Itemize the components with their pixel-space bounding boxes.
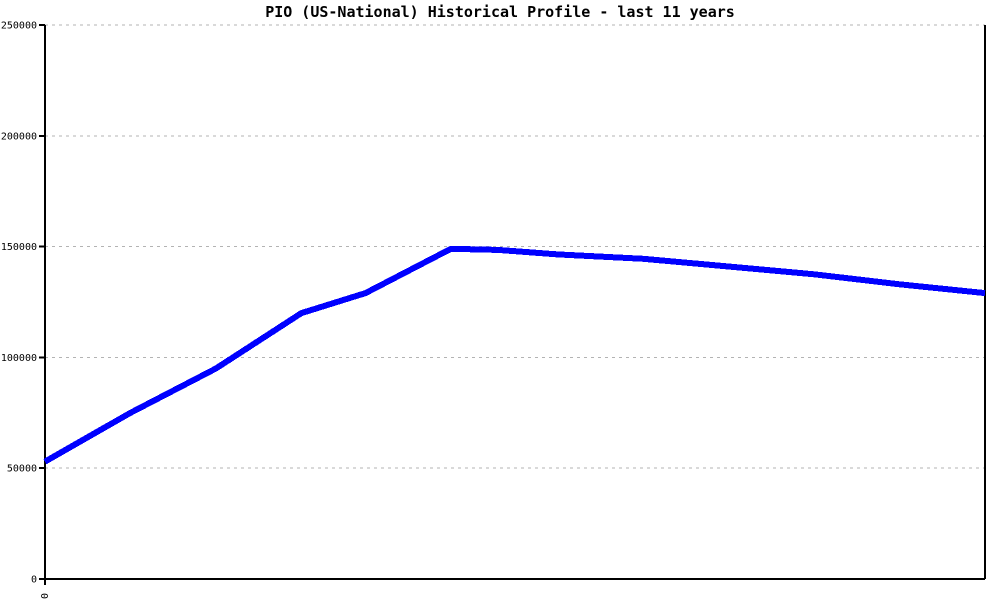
y-tick-label: 150000 (1, 242, 37, 253)
x-tick-label: 0 (40, 593, 51, 599)
y-tick-label: 100000 (1, 353, 37, 364)
y-tick-label: 200000 (1, 131, 37, 142)
y-tick-label: 50000 (7, 464, 37, 475)
chart-title: PIO (US-National) Historical Profile - l… (265, 3, 735, 21)
data-series-line (43, 245, 986, 465)
y-tick-label: 0 (31, 575, 37, 586)
y-tick-label: 250000 (1, 21, 37, 32)
